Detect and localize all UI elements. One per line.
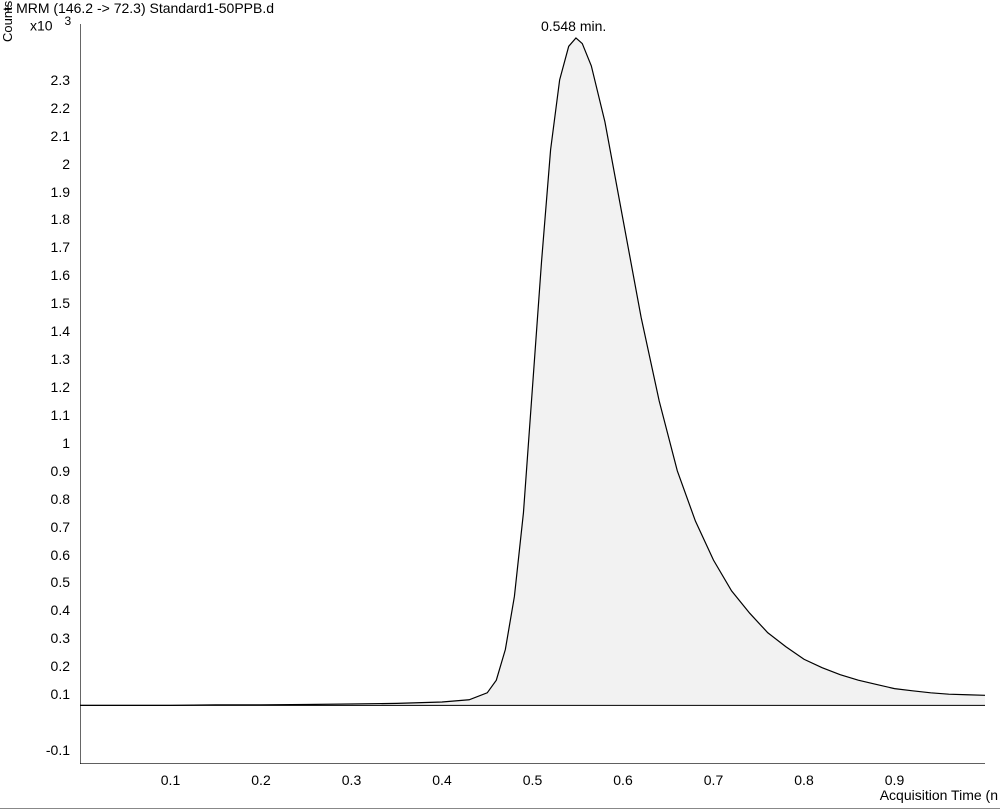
x-tick-label: 0.4	[422, 772, 462, 788]
y-axis-label: Counts	[0, 1, 15, 42]
y-tick-label: 2.2	[30, 100, 70, 116]
bottom-rule	[0, 808, 1000, 809]
y-tick-label: 0.3	[30, 630, 70, 646]
plot-area	[80, 24, 985, 764]
y-tick-label: 0.6	[30, 547, 70, 563]
y-tick-label: 1.7	[30, 239, 70, 255]
y-tick-label: 1.4	[30, 323, 70, 339]
y-tick-label: 2	[30, 156, 70, 172]
y-tick-label: 2.3	[30, 72, 70, 88]
y-tick-label: 0.9	[30, 463, 70, 479]
y-tick-label: 0.4	[30, 602, 70, 618]
x-tick-label: 0.8	[784, 772, 824, 788]
y-tick-label: 1.5	[30, 295, 70, 311]
y-tick-label: -0.1	[30, 742, 70, 758]
y-tick-label: 0.8	[30, 491, 70, 507]
y-tick-label: 1.3	[30, 351, 70, 367]
x-tick-label: 0.9	[875, 772, 915, 788]
x-tick-label: 0.1	[151, 772, 191, 788]
x-axis-label: Acquisition Time (n	[880, 787, 998, 803]
y-tick-label: 2.1	[30, 128, 70, 144]
y-tick-label: 0.5	[30, 574, 70, 590]
x-tick-label: 0.5	[513, 772, 553, 788]
x-tick-label: 0.3	[332, 772, 372, 788]
y-exponent: x10 3	[30, 14, 71, 34]
peak-annotation: 0.548 min.	[541, 18, 606, 34]
y-tick-label: 0.7	[30, 519, 70, 535]
y-tick-label: 0.2	[30, 658, 70, 674]
y-tick-label: 0.1	[30, 686, 70, 702]
y-exponent-base: x10	[30, 18, 53, 34]
y-tick-label: 1.1	[30, 407, 70, 423]
x-tick-label: 0.2	[241, 772, 281, 788]
x-tick-label: 0.7	[694, 772, 734, 788]
y-tick-label: 1	[30, 435, 70, 451]
y-exponent-power: 3	[64, 14, 71, 28]
y-tick-label: 1.6	[30, 267, 70, 283]
x-tick-label: 0.6	[603, 772, 643, 788]
y-tick-label: 1.2	[30, 379, 70, 395]
y-tick-label: 1.9	[30, 184, 70, 200]
y-tick-label: 1.8	[30, 211, 70, 227]
chart-container: + MRM (146.2 -> 72.3) Standard1-50PPB.d …	[0, 0, 1000, 811]
